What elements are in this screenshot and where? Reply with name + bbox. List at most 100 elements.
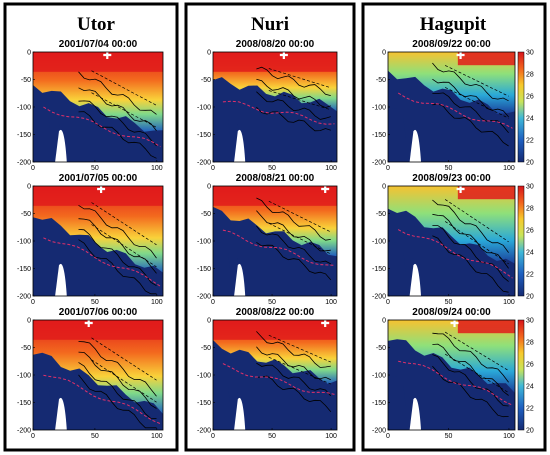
contour-solid: [78, 362, 157, 419]
panel-timestamp: 2001/07/06 00:00: [59, 307, 138, 318]
panel-timestamp: 2008/08/20 00:00: [236, 39, 315, 50]
warm-surface-band: [457, 320, 515, 334]
x-tick-label: 50: [268, 165, 276, 172]
warm-surface-band: [33, 320, 163, 340]
colorbar-tick-label: 26: [526, 94, 534, 101]
contour-solid: [432, 332, 509, 383]
x-tick-label: 0: [211, 299, 215, 306]
seamount-white: [55, 397, 67, 430]
colorbar-tick-label: 20: [526, 160, 534, 167]
colorbar-tick-label: 30: [526, 318, 534, 325]
contour-solid: [256, 66, 331, 96]
seamount-white: [409, 263, 422, 296]
contour-solid: [432, 199, 509, 253]
panel-timestamp: 2008/08/22 00:00: [236, 307, 315, 318]
x-tick-label: 0: [211, 165, 215, 172]
warm-surface-band: [213, 52, 337, 72]
y-tick-label: -100: [17, 239, 31, 246]
y-tick-label: -200: [197, 160, 211, 167]
temperature-layer: [388, 52, 515, 114]
shelf-topography: [388, 376, 416, 430]
contour-solid: [256, 91, 331, 120]
y-tick-label: -200: [197, 428, 211, 435]
colorbar-tick-label: 26: [526, 228, 534, 235]
colorbar-gradient: [517, 185, 525, 297]
contour-solid: [256, 241, 332, 281]
colorbar-tick-label: 22: [526, 272, 534, 279]
contour-dashed: [268, 334, 331, 363]
y-tick-label: -150: [197, 132, 211, 139]
colorbar-tick-label: 22: [526, 406, 534, 413]
colorbar-tick-label: 20: [526, 294, 534, 301]
panel-timestamp: 2008/09/23 00:00: [412, 173, 491, 184]
colorbar-2: 30 28 26 24 22 20: [517, 318, 534, 435]
seamount-white: [234, 263, 246, 296]
y-tick-label: 0: [27, 318, 31, 325]
shelf-topography: [388, 242, 416, 296]
x-tick-label: 50: [445, 165, 453, 172]
y-tick-label: -150: [17, 266, 31, 273]
colorbar-tick-label: 30: [526, 50, 534, 57]
x-tick-label: 50: [445, 433, 453, 440]
x-tick-label: 100: [325, 433, 337, 440]
contour-solid: [256, 375, 332, 412]
contour-solid: [78, 204, 157, 259]
isotherm-26: [222, 229, 335, 266]
y-tick-label: -200: [17, 294, 31, 301]
warm-surface-band: [33, 186, 163, 206]
contour-dashed: [91, 337, 157, 381]
contour-solid: [78, 71, 157, 115]
warm-surface-band: [213, 186, 337, 206]
colorbar-tick-label: 28: [526, 340, 534, 347]
y-tick-label: -200: [17, 160, 31, 167]
panel-timestamp: 2008/08/21 00:00: [236, 173, 315, 184]
contour-dashed: [268, 356, 331, 385]
x-tick-label: 0: [386, 165, 390, 172]
x-tick-label: 0: [211, 433, 215, 440]
contour-dashed: [91, 70, 157, 106]
contour-solid: [78, 87, 157, 131]
y-tick-label: -150: [17, 132, 31, 139]
contour-solid: [432, 92, 509, 134]
x-tick-label: 50: [91, 165, 99, 172]
x-tick-label: 100: [503, 165, 515, 172]
isotherm-26: [43, 106, 161, 148]
y-tick-label: -100: [197, 105, 211, 112]
x-tick-label: 100: [151, 433, 163, 440]
contour-solid: [432, 354, 509, 407]
warm-surface-band: [213, 320, 337, 340]
y-tick-label: 0: [382, 184, 386, 191]
shelf-topography: [388, 108, 416, 162]
column-title-nuri: Nuri: [251, 14, 289, 35]
shelf-topography: [213, 108, 241, 162]
contour-dashed: [444, 221, 509, 265]
colorbar-tick-label: 26: [526, 362, 534, 369]
isotherm-26: [222, 100, 335, 125]
contour-solid: [432, 365, 509, 418]
contour-solid: [256, 197, 331, 241]
contour-dashed: [268, 200, 331, 233]
contour-dashed: [444, 199, 509, 243]
y-tick-label: -50: [376, 345, 386, 352]
contour-dashed: [268, 90, 331, 111]
contour-solid: [432, 103, 509, 147]
contour-dashed: [444, 331, 509, 371]
contour-solid: [256, 210, 331, 252]
isotherm-26: [398, 360, 513, 406]
seamount-white: [55, 129, 67, 162]
column-title-utor: Utor: [77, 14, 116, 35]
colorbar-tick-label: 30: [526, 184, 534, 191]
y-tick-label: 0: [27, 184, 31, 191]
seamount-white: [409, 129, 422, 162]
seamount-white: [409, 397, 422, 430]
isotherm-26: [43, 374, 161, 425]
shelf-topography: [213, 376, 241, 430]
contour-dashed: [268, 68, 331, 89]
